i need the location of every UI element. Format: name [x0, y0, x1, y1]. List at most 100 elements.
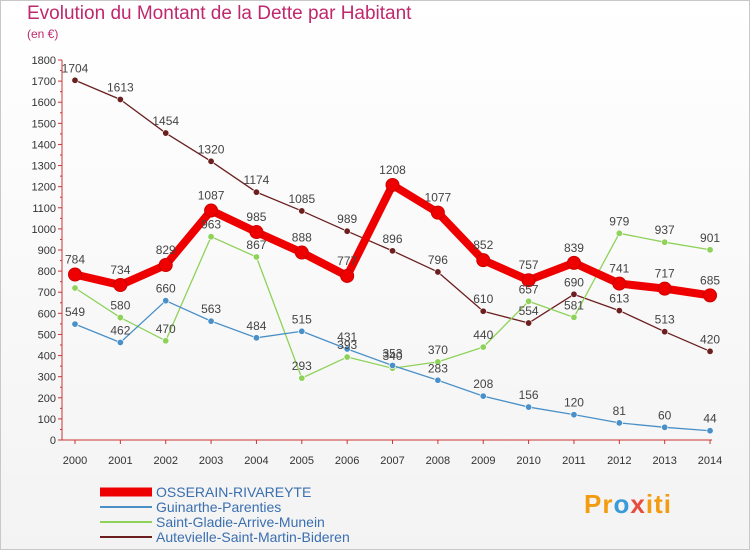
- y-tick-label: 1700: [32, 76, 56, 88]
- data-label: 1087: [198, 189, 225, 203]
- data-label: 470: [156, 322, 176, 336]
- data-point: [566, 255, 581, 270]
- data-label: 515: [292, 312, 312, 326]
- data-label: 293: [292, 359, 312, 373]
- data-label: 839: [564, 241, 584, 255]
- data-point: [116, 338, 124, 346]
- data-point: [570, 290, 578, 298]
- data-point: [706, 246, 714, 254]
- data-point: [340, 268, 355, 283]
- data-label: 901: [700, 231, 720, 245]
- data-point: [525, 319, 533, 327]
- data-point: [434, 358, 442, 366]
- data-label: 1613: [107, 80, 134, 94]
- data-label: 393: [337, 338, 357, 352]
- data-point: [570, 411, 578, 419]
- legend-label: Guinarthe-Parenties: [156, 499, 281, 515]
- data-point: [204, 203, 219, 218]
- x-tick-label: 2004: [244, 455, 268, 467]
- data-point: [343, 345, 351, 353]
- y-tick-label: 600: [38, 308, 56, 320]
- data-point: [207, 233, 215, 241]
- data-label: 657: [519, 282, 539, 296]
- chart-unit: (en €): [27, 27, 59, 41]
- data-point: [476, 253, 491, 268]
- y-tick-label: 1200: [32, 182, 56, 194]
- data-label: 283: [428, 361, 448, 375]
- data-label: 867: [246, 238, 266, 252]
- data-point: [249, 225, 264, 240]
- data-point: [389, 361, 397, 369]
- data-label: 690: [564, 275, 584, 289]
- data-point: [298, 207, 306, 215]
- y-tick-label: 500: [38, 329, 56, 341]
- x-tick-label: 2003: [199, 455, 223, 467]
- y-tick-label: 400: [38, 351, 56, 363]
- data-point: [113, 278, 128, 293]
- data-point: [252, 188, 260, 196]
- data-label: 610: [473, 292, 493, 306]
- y-tick-label: 1500: [32, 118, 56, 130]
- data-label: 484: [246, 319, 266, 333]
- x-tick-label: 2009: [471, 455, 495, 467]
- data-point: [389, 247, 397, 255]
- data-label: 1174: [244, 173, 270, 187]
- data-point: [71, 76, 79, 84]
- data-point: [615, 307, 623, 315]
- data-point: [162, 129, 170, 137]
- data-label: 985: [246, 210, 266, 224]
- data-point: [430, 205, 445, 220]
- data-label: 888: [292, 231, 312, 245]
- data-label: 1704: [62, 61, 89, 75]
- data-label: 741: [609, 262, 629, 276]
- data-label: 580: [110, 299, 130, 313]
- data-point: [615, 229, 623, 237]
- y-tick-label: 1100: [32, 203, 56, 215]
- data-point: [343, 227, 351, 235]
- x-tick-label: 2006: [335, 455, 359, 467]
- data-point: [661, 238, 669, 246]
- data-point: [434, 376, 442, 384]
- data-point: [703, 288, 718, 303]
- data-label: 685: [700, 273, 720, 287]
- data-point: [525, 403, 533, 411]
- data-label: 1077: [425, 191, 452, 205]
- data-label: 581: [564, 298, 584, 312]
- data-label: 829: [156, 243, 176, 257]
- x-tick-label: 2013: [652, 455, 676, 467]
- y-tick-label: 1000: [32, 224, 56, 236]
- data-point: [71, 284, 79, 292]
- data-point: [521, 273, 536, 288]
- data-label: 796: [428, 253, 448, 267]
- data-point: [615, 419, 623, 427]
- data-label: 370: [428, 343, 448, 357]
- y-tick-label: 900: [38, 245, 56, 257]
- data-point: [207, 157, 215, 165]
- data-label: 734: [110, 263, 130, 277]
- data-label: 989: [337, 212, 357, 226]
- y-tick-label: 1800: [32, 55, 56, 67]
- data-label: 937: [655, 223, 675, 237]
- data-point: [343, 353, 351, 361]
- data-label: 120: [564, 396, 584, 410]
- data-label: 852: [473, 238, 493, 252]
- data-label: 717: [655, 267, 675, 281]
- data-point: [479, 307, 487, 315]
- data-label: 963: [201, 218, 221, 232]
- data-point: [158, 257, 173, 272]
- y-tick-label: 0: [50, 435, 56, 447]
- data-label: 554: [519, 304, 539, 318]
- data-point: [252, 334, 260, 342]
- data-point: [661, 423, 669, 431]
- data-point: [116, 314, 124, 322]
- data-label: 60: [658, 408, 672, 422]
- data-point: [298, 374, 306, 382]
- data-label: 1208: [379, 163, 406, 177]
- y-tick-label: 700: [38, 287, 56, 299]
- data-label: 420: [700, 332, 720, 346]
- data-label: 784: [65, 252, 85, 266]
- data-point: [657, 281, 672, 296]
- y-tick-label: 800: [38, 266, 56, 278]
- data-label: 81: [613, 404, 627, 418]
